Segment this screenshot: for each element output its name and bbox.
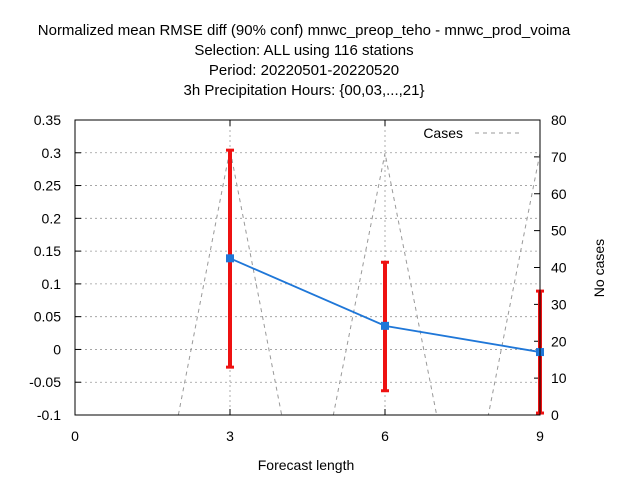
cases-line bbox=[90, 149, 541, 416]
title-line-4: 3h Precipitation Hours: {00,03,...,21} bbox=[184, 82, 425, 99]
data-point bbox=[381, 321, 389, 330]
y-tick-label: 0.3 bbox=[42, 145, 62, 161]
y-tick-label: 0.05 bbox=[34, 309, 61, 325]
title-line-1: Normalized mean RMSE diff (90% conf) mnw… bbox=[38, 22, 571, 39]
y-tick-label: -0.05 bbox=[29, 374, 61, 390]
y2-axis-ticks: 0 10 20 30 40 50 60 70 80 bbox=[534, 112, 567, 423]
x-tick-label: 0 bbox=[71, 428, 79, 444]
x-tick-label: 6 bbox=[381, 428, 389, 444]
y2-tick-label: 40 bbox=[551, 260, 567, 276]
y2-tick-label: 30 bbox=[551, 296, 567, 312]
y-tick-label: -0.1 bbox=[37, 407, 61, 423]
y2-tick-label: 20 bbox=[551, 333, 567, 349]
y2-axis-label: No cases bbox=[591, 239, 607, 297]
x-axis-ticks: 0 3 6 9 bbox=[71, 120, 544, 444]
y-tick-label: 0.1 bbox=[42, 276, 62, 292]
data-point bbox=[226, 254, 234, 263]
x-tick-label: 9 bbox=[536, 428, 544, 444]
x-tick-label: 3 bbox=[226, 428, 234, 444]
x-axis-label: Forecast length bbox=[258, 457, 355, 473]
y2-tick-label: 0 bbox=[551, 407, 559, 423]
y2-tick-label: 60 bbox=[551, 186, 567, 202]
y-tick-label: 0.25 bbox=[34, 178, 61, 194]
y-tick-label: 0.2 bbox=[42, 210, 62, 226]
title-line-2: Selection: ALL using 116 stations bbox=[194, 42, 413, 59]
grid bbox=[75, 120, 540, 415]
y2-tick-label: 10 bbox=[551, 370, 567, 386]
cases-series bbox=[90, 149, 541, 416]
y2-tick-label: 50 bbox=[551, 223, 567, 239]
y2-tick-label: 70 bbox=[551, 149, 567, 165]
y-tick-label: 0.15 bbox=[34, 243, 61, 259]
chart-title: Normalized mean RMSE diff (90% conf) mnw… bbox=[38, 22, 571, 99]
y-axis-ticks: -0.1 -0.05 0 0.05 0.1 0.15 0.2 0.25 0.3 0.35 bbox=[29, 112, 81, 423]
plot-frame bbox=[74, 119, 541, 416]
legend-label-cases: Cases bbox=[423, 125, 463, 141]
y-tick-label: 0.35 bbox=[34, 112, 61, 128]
y-tick-label: 0 bbox=[53, 341, 61, 357]
legend: Cases bbox=[423, 125, 522, 141]
y2-tick-label: 80 bbox=[551, 112, 567, 128]
title-line-3: Period: 20220501-20220520 bbox=[209, 62, 399, 79]
